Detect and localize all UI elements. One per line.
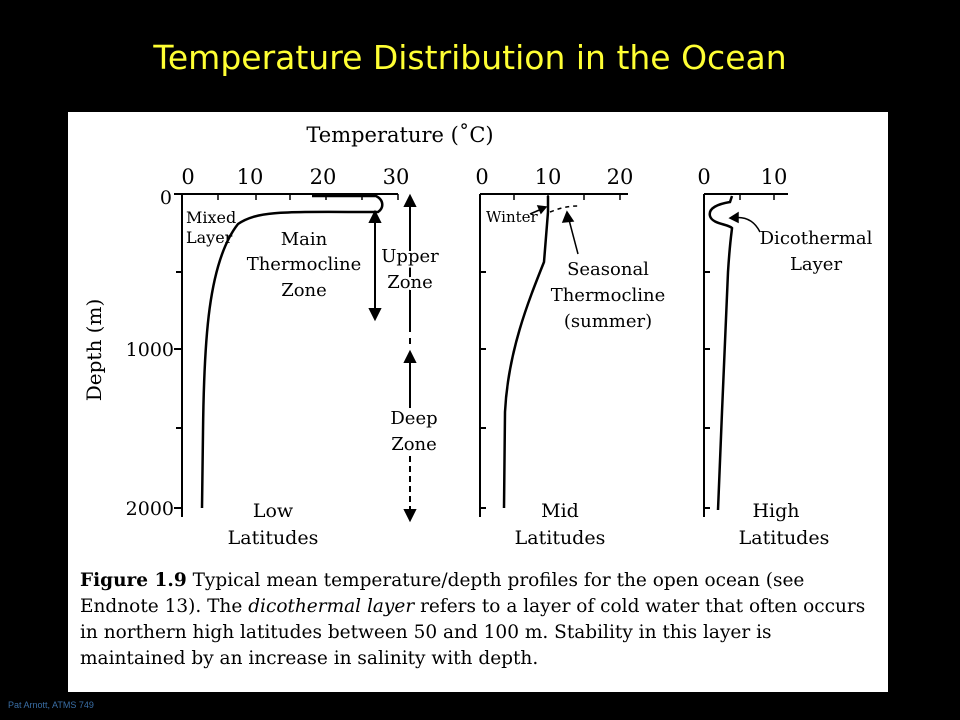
low-x-tick-20: 20 (310, 165, 337, 189)
high-footer-1: High (752, 500, 799, 522)
low-x-tick-0: 0 (181, 165, 194, 189)
depth-axis-label: Depth (m) (82, 299, 106, 402)
panel-high-latitudes: 0 10 Dicothermal Layer High Latitudes (697, 165, 872, 549)
mid-x-tick-20: 20 (607, 165, 634, 189)
low-label-mixed: Mixed (186, 208, 236, 227)
low-label-zone: Zone (281, 280, 327, 301)
y-tick-2000: 2000 (126, 498, 174, 520)
caption-text-2: refers to a layer of cold water that oft… (80, 596, 866, 669)
winter-arrow (529, 205, 548, 215)
slide-title: Temperature Distribution in the Ocean (153, 38, 787, 77)
deep-zone-label-1: Deep (390, 408, 437, 429)
panel-mid-latitudes: 0 10 20 Winter Seasonal Thermocline (sum… (475, 165, 665, 549)
figure-caption: Figure 1.9 Typical mean temperature/dept… (80, 568, 880, 672)
low-label-main: Main (281, 229, 328, 250)
low-x-tick-30: 30 (383, 165, 410, 189)
low-latitude-profile (200, 194, 384, 509)
low-footer-1: Low (253, 500, 294, 522)
upper-zone-label-1: Upper (381, 246, 439, 267)
mid-x-tick-10: 10 (535, 165, 562, 189)
mid-footer-2: Latitudes (515, 527, 606, 549)
slide-credit: Pat Arnott, ATMS 749 (8, 700, 94, 710)
high-x-tick-0: 0 (697, 165, 710, 189)
caption-text-1: Typical mean temperature/depth profiles … (80, 570, 805, 617)
dicothermal-label-1: Dicothermal (760, 228, 873, 249)
winter-label: Winter (486, 208, 539, 226)
mid-footer-1: Mid (541, 500, 579, 522)
upper-zone-arrow (368, 193, 417, 344)
caption-term: dicothermal layer (248, 596, 415, 617)
dicothermal-label-2: Layer (790, 254, 843, 275)
caption-figure-number: Figure 1.9 (80, 570, 187, 591)
seasonal-label-1: Seasonal (567, 259, 649, 280)
low-footer-2: Latitudes (228, 527, 319, 549)
y-tick-0: 0 (160, 187, 172, 209)
panel-low-latitudes: 0 10 20 30 Mixed (174, 165, 441, 549)
deep-zone-label-2: Zone (391, 434, 437, 455)
temperature-depth-diagram: Temperature (˚C) Depth (m) 0 1000 2000 0… (82, 123, 873, 549)
high-footer-2: Latitudes (739, 527, 830, 549)
dicothermal-arrow (728, 211, 761, 233)
low-x-tick-10: 10 (237, 165, 264, 189)
high-x-tick-10: 10 (761, 165, 788, 189)
figure-image: Temperature (˚C) Depth (m) 0 1000 2000 0… (68, 112, 888, 692)
mid-x-tick-0: 0 (475, 165, 488, 189)
y-tick-1000: 1000 (126, 339, 174, 361)
seasonal-label-3: (summer) (564, 311, 652, 332)
deep-zone-arrow (403, 349, 417, 523)
summer-thermocline-dashed (549, 205, 579, 213)
temperature-axis-label: Temperature (˚C) (306, 123, 493, 147)
seasonal-thermocline-arrow (561, 210, 579, 255)
seasonal-label-2: Thermocline (551, 285, 666, 306)
low-label-thermocline: Thermocline (247, 254, 362, 275)
mid-latitude-profile (502, 196, 550, 509)
upper-zone-label-2: Zone (387, 272, 433, 293)
low-label-layer: Layer (186, 228, 233, 247)
high-latitude-profile (708, 195, 734, 511)
